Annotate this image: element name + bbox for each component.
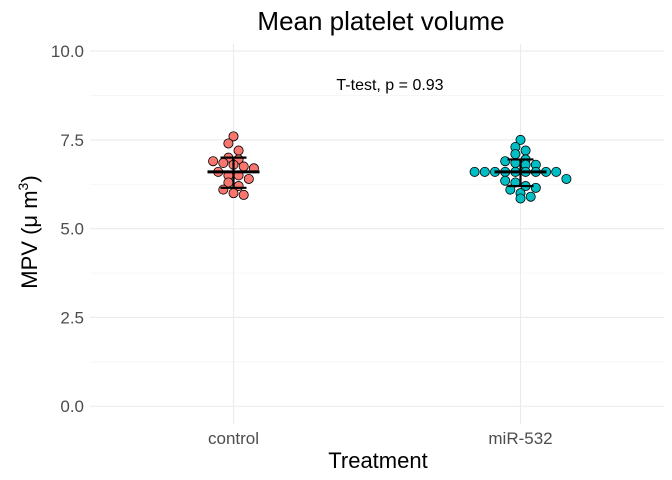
y-axis-label-exponent: 3 [15,182,31,190]
y-tick-label: 2.5 [60,308,84,327]
data-point [228,188,239,199]
x-axis-label: Treatment [328,448,427,473]
data-point [218,184,229,195]
y-tick-label: 7.5 [60,131,84,150]
data-points [208,131,572,204]
data-point [469,166,480,177]
y-tick-label: 5.0 [60,220,84,239]
y-axis-label: MPV (μ m3) [15,175,42,288]
y-tick-labels: 0.0 2.5 5.0 7.5 10.0 [51,42,84,416]
data-point [208,156,219,167]
y-tick-label: 0.0 [60,397,84,416]
data-point [551,166,562,177]
y-axis-label-unit: μ m [17,190,42,227]
data-point [500,175,511,186]
data-point [510,149,521,160]
summary-bars [207,156,547,189]
data-point [515,134,526,145]
data-point [500,156,511,167]
x-tick-label: control [208,429,259,448]
data-point [520,145,531,156]
y-axis-label-prefix: MPV ( [17,227,42,289]
y-tick-label: 10.0 [51,42,84,61]
data-point [243,173,254,184]
chart-title: Mean platelet volume [257,6,504,36]
data-point [233,145,244,156]
data-point [238,189,249,200]
data-point [515,193,526,204]
grid [90,44,664,424]
data-point [218,157,229,168]
data-point [238,161,249,172]
data-point [479,166,490,177]
data-point [561,173,572,184]
data-point [223,138,234,149]
y-axis-label-suffix: ) [17,175,42,182]
data-point [228,131,239,142]
x-tick-label: miR-532 [488,429,552,448]
x-tick-labels: control miR-532 [208,429,553,448]
data-point [525,191,536,202]
data-point [530,182,541,193]
test-annotation: T-test, p = 0.93 [336,77,443,94]
